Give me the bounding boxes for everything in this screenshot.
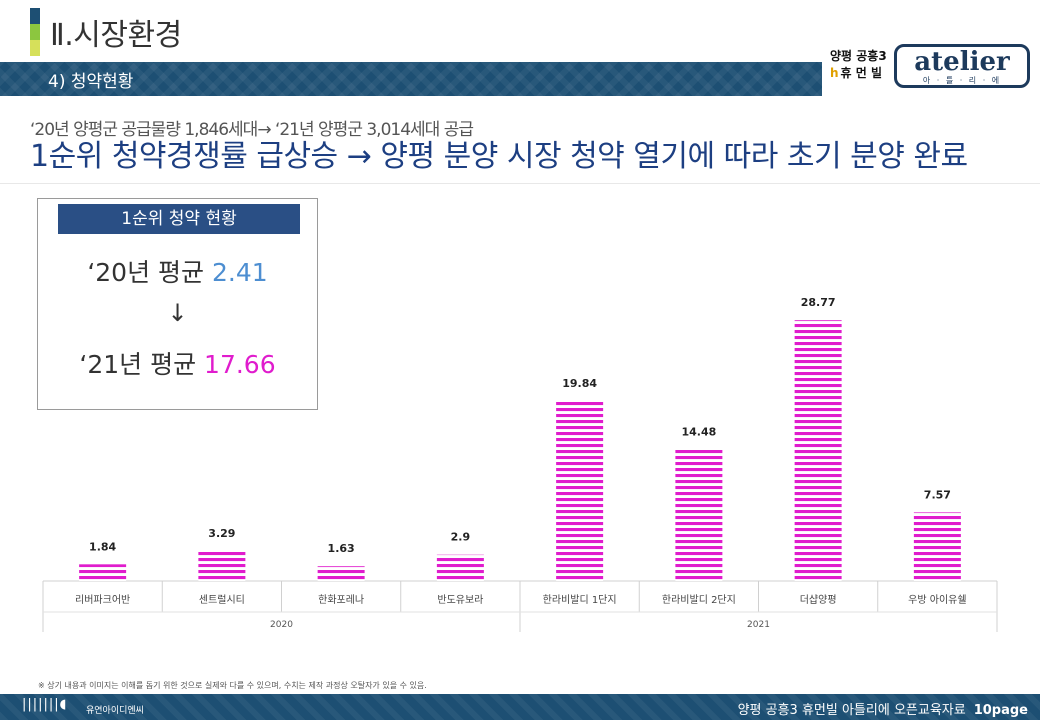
summary-2020-label: ‘20년 평균	[87, 258, 205, 287]
summary-2020: ‘20년 평균 2.41	[38, 253, 317, 289]
down-arrow-icon: ↓	[167, 299, 188, 327]
company-name: 유연아이디엔씨	[86, 706, 144, 716]
bar	[79, 564, 127, 581]
bar-value-label: 1.63	[328, 542, 355, 555]
brand-line2: 휴 먼 빌	[840, 66, 883, 80]
footer-doc-title: 양평 공흥3 휴먼빌 아틀리에 오픈교육자료	[737, 703, 966, 718]
section-band	[0, 62, 822, 96]
summary-2021-label: ‘21년 평균	[79, 350, 197, 379]
accent-bar-yellow	[30, 40, 40, 56]
category-label: 한라비발디 1단지	[543, 594, 617, 606]
bar	[556, 401, 604, 581]
bar-value-label: 3.29	[208, 527, 235, 540]
bar-value-label: 28.77	[801, 296, 836, 309]
title-accent-bars	[30, 8, 40, 58]
bar	[317, 566, 365, 581]
summary-2020-value: 2.41	[212, 258, 268, 287]
bar	[794, 320, 842, 581]
humanvill-icon: h	[830, 66, 839, 80]
brand-line1: 양평 공흥3	[830, 49, 887, 63]
page-title: Ⅱ.시장환경	[50, 18, 182, 53]
category-label: 우방 아이유쉘	[908, 594, 966, 606]
bar-value-label: 14.48	[681, 426, 716, 439]
bar-value-label: 1.84	[89, 540, 116, 553]
accent-bar-green	[30, 24, 40, 40]
category-label: 한화포레나	[318, 594, 364, 606]
accent-bar-blue	[30, 8, 40, 24]
subscription-summary-box: 1순위 청약 현황 ‘20년 평균 2.41 ↓ ‘21년 평균 17.66	[37, 198, 318, 410]
category-label: 반도유보라	[437, 594, 483, 606]
company-logo-icon: |||||||◖	[22, 697, 68, 712]
category-label: 센트럴시티	[199, 593, 245, 606]
headline-main: 1순위 청약경쟁률 급상승 → 양평 분양 시장 청약 열기에 따라 초기 분양…	[30, 139, 968, 174]
footer-band	[0, 694, 1040, 720]
bar-value-label: 7.57	[924, 488, 951, 501]
group-label: 2020	[270, 620, 293, 630]
bar	[436, 554, 484, 581]
bar-value-label: 2.9	[451, 531, 471, 544]
bar	[198, 551, 246, 581]
category-label: 리버파크어반	[75, 594, 130, 606]
atelier-logo-word: atelier	[914, 47, 1010, 77]
footer-doc-label: 양평 공흥3 휴먼빌 아틀리에 오픈교육자료 10page	[738, 699, 1028, 718]
headline-band	[0, 98, 1040, 184]
page-number: 10page	[973, 703, 1028, 718]
section-label: 4) 청약현황	[48, 72, 134, 92]
disclaimer-note: ※ 상기 내용과 이미지는 이해를 돕기 위한 것으로 실제와 다를 수 있으며…	[38, 681, 427, 690]
bar-value-label: 19.84	[562, 377, 597, 390]
category-label: 더샵양평	[800, 594, 837, 606]
bar	[675, 449, 723, 581]
summary-2021-value: 17.66	[204, 350, 276, 379]
summary-2021: ‘21년 평균 17.66	[38, 345, 317, 381]
atelier-logo: atelier 아 · 틀 · 리 · 에	[894, 44, 1030, 88]
bar	[913, 512, 961, 581]
headline-sub: ‘20년 양평군 공급물량 1,846세대→ ‘21년 양평군 3,014세대 …	[30, 120, 474, 140]
atelier-logo-sub: 아 · 틀 · 리 · 에	[922, 76, 1002, 85]
category-label: 한라비발디 2단지	[662, 594, 736, 606]
group-label: 2021	[747, 620, 770, 630]
summary-heading: 1순위 청약 현황	[58, 204, 300, 234]
